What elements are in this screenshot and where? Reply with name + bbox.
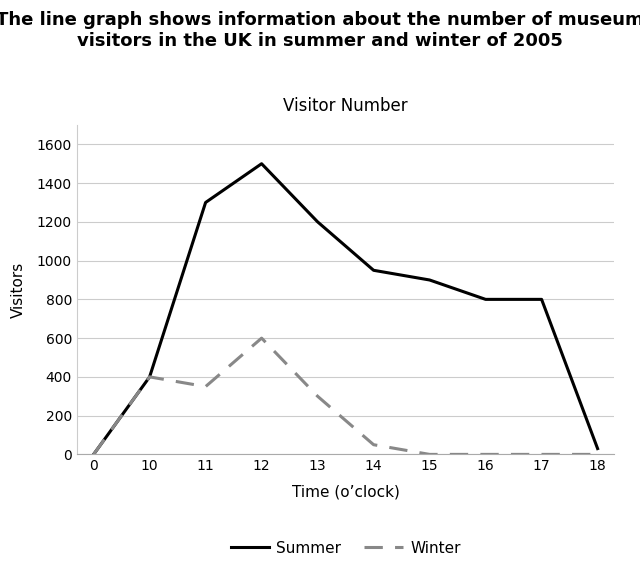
X-axis label: Time (o’clock): Time (o’clock) — [292, 485, 399, 499]
Legend: Summer, Winter: Summer, Winter — [225, 534, 467, 562]
Y-axis label: Visitors: Visitors — [11, 261, 26, 318]
Title: Visitor Number: Visitor Number — [284, 97, 408, 115]
Text: The line graph shows information about the number of museum
visitors in the UK i: The line graph shows information about t… — [0, 11, 640, 50]
